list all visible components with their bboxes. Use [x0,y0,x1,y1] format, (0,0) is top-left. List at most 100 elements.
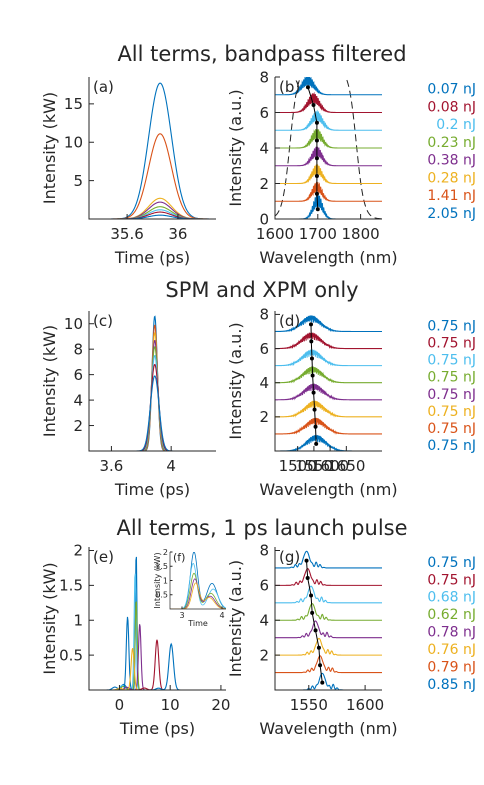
x-tick-label: 4 [219,611,224,620]
trace-label-6: 0.2 nJ [436,117,476,133]
y-tick-label: 15 [64,95,83,113]
centroid-marker-3 [312,407,317,412]
axes-frame [88,547,226,691]
x-axis-label: Time (ps) [114,248,190,267]
row1-title: All terms, bandpass filtered [117,42,406,66]
panel-f: 3 4 0.5 1 1.5 2 (f) Time Intensity (kW) [153,548,226,628]
trace-label-5: 0.75 nJ [427,370,476,386]
y-tick-label: 6 [73,366,83,384]
y-tick-label: 0 [259,210,269,228]
y-axis-label: Intensity (a.u.) [226,560,245,677]
x-tick-label: 1500 [279,457,317,475]
panel-label: (f) [173,551,185,564]
trace-6 [275,109,382,131]
x-tick-label: 20 [211,696,230,714]
y-tick-label: 10 [64,133,83,151]
trace-label-6: 0.68 nJ [427,590,476,606]
trace-label-7: 0.75 nJ [427,572,476,588]
trace-label-3: 0.76 nJ [427,642,476,658]
centroid-line [307,87,319,210]
y-tick-label: 4 [259,139,269,157]
y-tick-label: 2 [73,417,83,435]
trace-1 [275,193,382,219]
y-tick-label: 5 [73,172,83,190]
centroid-line [310,324,317,444]
trace-6 [275,585,382,604]
x-axis-label: Time (ps) [119,719,195,738]
series-line-6 [89,355,216,451]
trace-4 [275,383,382,401]
trace-label-3: 0.75 nJ [427,404,476,420]
row2-title: SPM and XPM only [165,278,358,302]
series-line-4 [89,339,216,451]
axes-frame [169,552,226,610]
centroid-marker-2 [318,663,323,668]
trace-7 [275,332,382,350]
trace-label-2: 0.75 nJ [427,421,476,437]
x-tick-label: 4 [166,457,176,475]
trace-label-7: 0.75 nJ [427,336,476,352]
trace-label-8: 0.75 nJ [427,319,476,335]
centroid-marker-1 [320,680,325,685]
series-line-6 [89,209,216,219]
trace-5 [275,366,382,384]
y-axis-label: Intensity (kW) [40,92,59,204]
trace-label-7: 0.08 nJ [427,99,476,115]
y-axis-label: Intensity (kW) [40,325,59,437]
trace-label-4: 0.38 nJ [427,153,476,169]
x-axis-label: Time [187,619,208,628]
axes-frame [88,311,216,452]
trace-4 [275,620,382,639]
trace-label-5: 0.62 nJ [427,607,476,623]
panel-label: (e) [93,548,114,566]
trace-7 [275,568,382,586]
y-tick-label: 10 [64,315,83,333]
trace-label-1: 0.75 nJ [427,438,476,454]
y-tick-label: 6 [259,340,269,358]
centroid-marker-2 [314,191,319,196]
row3-title: All terms, 1 ps launch pulse [116,516,407,540]
y-tick-label: 2 [259,175,269,193]
x-tick-label: 1600 [311,457,349,475]
series-line-4 [89,616,226,690]
centroid-marker-4 [311,390,316,395]
trace-label-6: 0.75 nJ [427,353,476,369]
trace-1 [275,434,382,451]
y-tick-label: 2 [259,408,269,426]
x-axis-label: Wavelength (nm) [259,248,397,267]
centroid-marker-6 [314,120,319,125]
y-tick-label: 8 [259,542,269,560]
trace-2 [275,417,382,435]
trace-label-2: 0.79 nJ [427,659,476,675]
y-tick-label: 4 [73,391,83,409]
x-tick-label: 1550 [295,457,333,475]
y-axis-label: Intensity (kW) [40,562,59,674]
axes-frame [88,77,216,220]
panel-b: 2.05 nJ 1.41 nJ 0.28 nJ0.38 nJ 0.23 nJ 0.2 n… [226,68,476,267]
y-tick-label: 6 [259,577,269,595]
panel-e: 0 10 20 0.5 1 1.5 2 (e) Time (ps) Intensity (kW) [40,542,230,738]
trace-label-3: 0.28 nJ [427,170,476,186]
y-tick-label: 1 [163,576,168,585]
trace-4 [275,146,382,167]
panel-c: 3.6 4 2 4 6 8 10 (c) Time (ps) Intensity (kW) [40,311,216,499]
panel-label: (d) [279,312,300,330]
series-line-6 [89,648,226,690]
x-tick-label: 3 [179,611,184,620]
centroid-marker-4 [313,628,318,633]
trace-8 [275,550,382,569]
trace-5 [275,127,382,149]
x-tick-label: 35.6 [110,225,143,243]
y-tick-label: 2 [163,548,168,557]
x-axis-label: Wavelength (nm) [259,719,397,738]
x-tick-label: 1550 [290,696,328,714]
trace-label-2: 1.41 nJ [427,188,476,204]
centroid-marker-8 [304,558,309,563]
panel-a: 35.6 36 5 10 15 (a) Time (ps) Intensity (kW) [40,77,216,267]
centroid-marker-1 [314,441,319,446]
y-tick-label: 6 [259,104,269,122]
trace-7 [275,91,382,114]
series-line-8 [89,642,226,690]
